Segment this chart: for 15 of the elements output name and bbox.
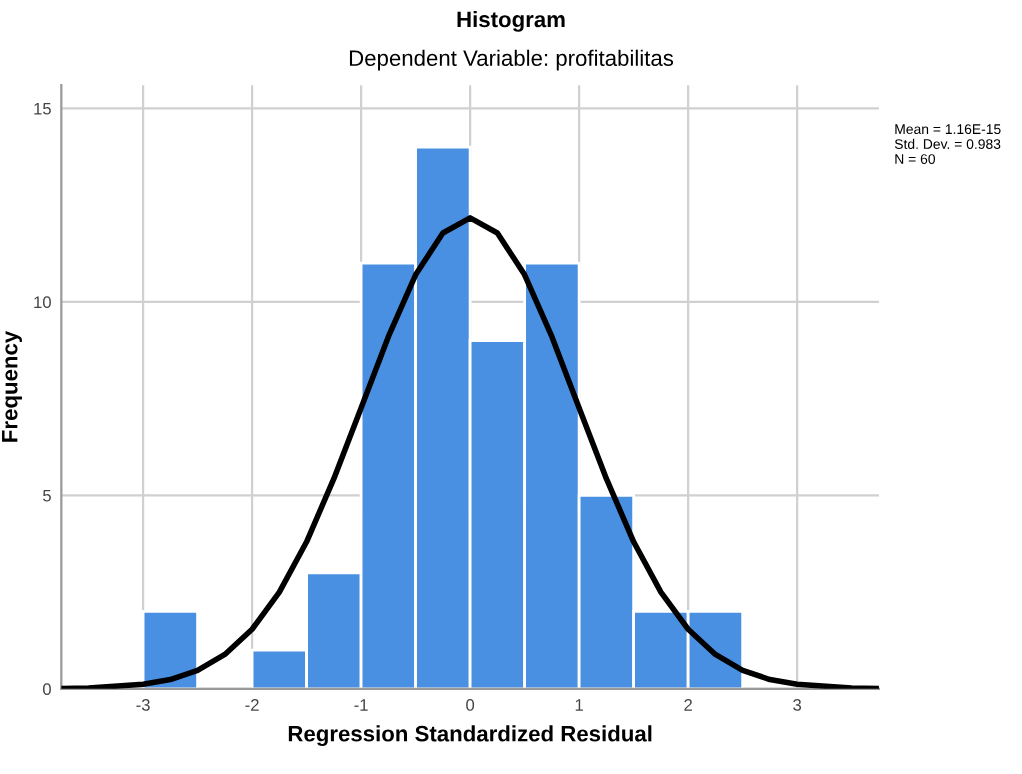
x-tick-label: 0: [466, 699, 475, 711]
y-tick-label: 5: [43, 489, 51, 502]
x-tick-label: 2: [684, 699, 692, 711]
y-tick-label: 0: [42, 683, 51, 696]
x-axis-title: Regression Standardized Residual: [288, 725, 652, 747]
chart-title: Histogram: [457, 10, 565, 32]
x-tick-label: -1: [354, 699, 368, 711]
x-tick-label: 3: [793, 699, 802, 711]
y-tick-label: 15: [34, 102, 51, 115]
y-tick-label: 10: [34, 296, 51, 309]
x-tick-label: -3: [136, 699, 150, 711]
x-tick-label: -2: [245, 699, 259, 711]
chart-subtitle: Dependent Variable: profitabilitas: [349, 49, 674, 71]
x-tick-label: 1: [575, 699, 583, 711]
y-axis-title: Frequency: [2, 330, 22, 442]
